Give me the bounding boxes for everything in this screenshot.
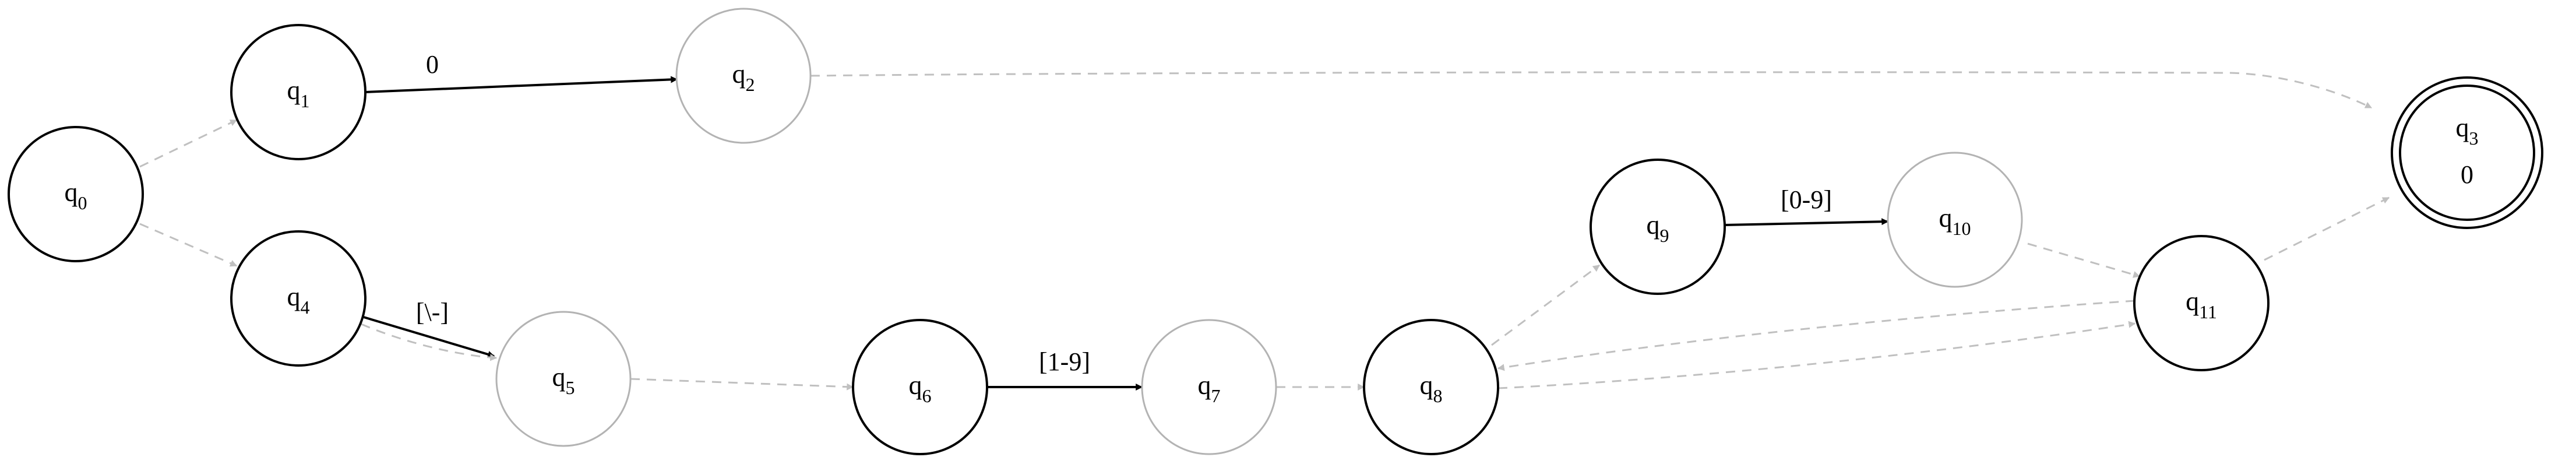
state-circle (495, 311, 632, 447)
state-q6: q6 (852, 319, 988, 455)
state-q4: q4 (230, 230, 367, 367)
state-q7: q7 (1141, 319, 1277, 455)
state-label-subscript: 0 (78, 192, 87, 213)
state-label-base: q (552, 362, 566, 392)
state-label-base: q (2186, 286, 2199, 316)
state-circle (8, 126, 144, 262)
transition-q9-q10 (1724, 218, 1889, 226)
state-q1: q1 (230, 24, 367, 160)
state-q8: q8 (1363, 319, 1499, 455)
transition-q8-q9-epsilon (1491, 264, 1600, 346)
state-label-base: q (287, 75, 301, 105)
transition-q10-q11-epsilon (2027, 242, 2141, 278)
state-circle (1590, 159, 1726, 295)
state-label-subscript: 10 (1953, 218, 1971, 239)
state-label-subscript: 8 (1433, 385, 1443, 406)
state-label-base: q (1420, 370, 1433, 400)
state-circle (2399, 85, 2535, 221)
transition-label-q6-q7: [1-9] (1039, 347, 1090, 376)
state-q11: q11 (2133, 235, 2270, 371)
state-label: q8 (1420, 370, 1443, 406)
state-output: 0 (2461, 160, 2473, 189)
transition-q11-q3-epsilon (2264, 196, 2390, 261)
state-label-subscript: 1 (301, 90, 310, 111)
state-label: q0 (65, 177, 87, 213)
transition-q0-q1-epsilon (139, 119, 238, 168)
state-q3: q3 0 (2391, 76, 2543, 229)
state-circle (230, 230, 367, 367)
state-label-base: q (65, 177, 78, 207)
state-label-base: q (909, 370, 922, 400)
state-label: q5 (552, 362, 575, 398)
transition-q2-q3-epsilon (810, 71, 2373, 109)
state-label-subscript: 4 (301, 297, 310, 318)
state-q5: q5 (495, 311, 632, 447)
transition-label-q1-q2: 0 (426, 50, 439, 79)
state-label: q7 (1198, 370, 1221, 406)
state-label: q3 (2456, 113, 2479, 149)
state-label-subscript: 6 (922, 385, 932, 406)
transition-q11-q8-epsilon (1497, 300, 2135, 371)
state-label-subscript: 9 (1660, 225, 1669, 246)
state-label-base: q (1198, 370, 1211, 400)
state-label-subscript: 7 (1211, 385, 1221, 406)
state-label-subscript: 2 (746, 74, 755, 95)
state-label-base: q (287, 282, 301, 311)
state-label-base: q (2456, 113, 2469, 142)
state-label: q4 (287, 282, 310, 318)
state-circle (675, 8, 812, 144)
transition-q5-q6-epsilon (630, 378, 854, 391)
transitions: 0 [\-] [1-9] [0-9] (139, 50, 2390, 391)
state-q2: q2 (675, 8, 812, 144)
transition-q4-q5-epsilon (361, 323, 498, 361)
transition-q4-q5 (363, 316, 495, 358)
state-label-subscript: 11 (2199, 301, 2217, 322)
state-label-base: q (1939, 203, 1953, 233)
state-label: q10 (1939, 203, 1971, 239)
state-circle (2133, 235, 2270, 371)
transition-q0-q4-epsilon (139, 223, 238, 267)
state-label: q1 (287, 75, 310, 111)
state-circle (1363, 319, 1499, 455)
transition-q8-q11-epsilon (1497, 321, 2136, 389)
state-q9: q9 (1590, 159, 1726, 295)
state-label: q6 (909, 370, 932, 406)
accepting-ring (2391, 76, 2543, 229)
state-label-base: q (732, 59, 746, 89)
state-label-subscript: 5 (566, 377, 575, 398)
transition-label-q9-q10: [0-9] (1781, 185, 1832, 214)
state-label: q2 (732, 59, 755, 95)
state-q0: q0 (8, 126, 144, 262)
state-circle (1141, 319, 1277, 455)
state-label: q9 (1647, 210, 1669, 246)
state-circle (852, 319, 988, 455)
state-q10: q10 (1887, 152, 2023, 288)
state-circle (230, 24, 367, 160)
transition-label-q4-q5: [\-] (416, 298, 449, 326)
transition-q1-q2 (365, 76, 678, 93)
state-label: q11 (2186, 286, 2217, 322)
state-label-base: q (1647, 210, 1660, 240)
state-label-subscript: 3 (2469, 128, 2479, 149)
state-circle (1887, 152, 2023, 288)
